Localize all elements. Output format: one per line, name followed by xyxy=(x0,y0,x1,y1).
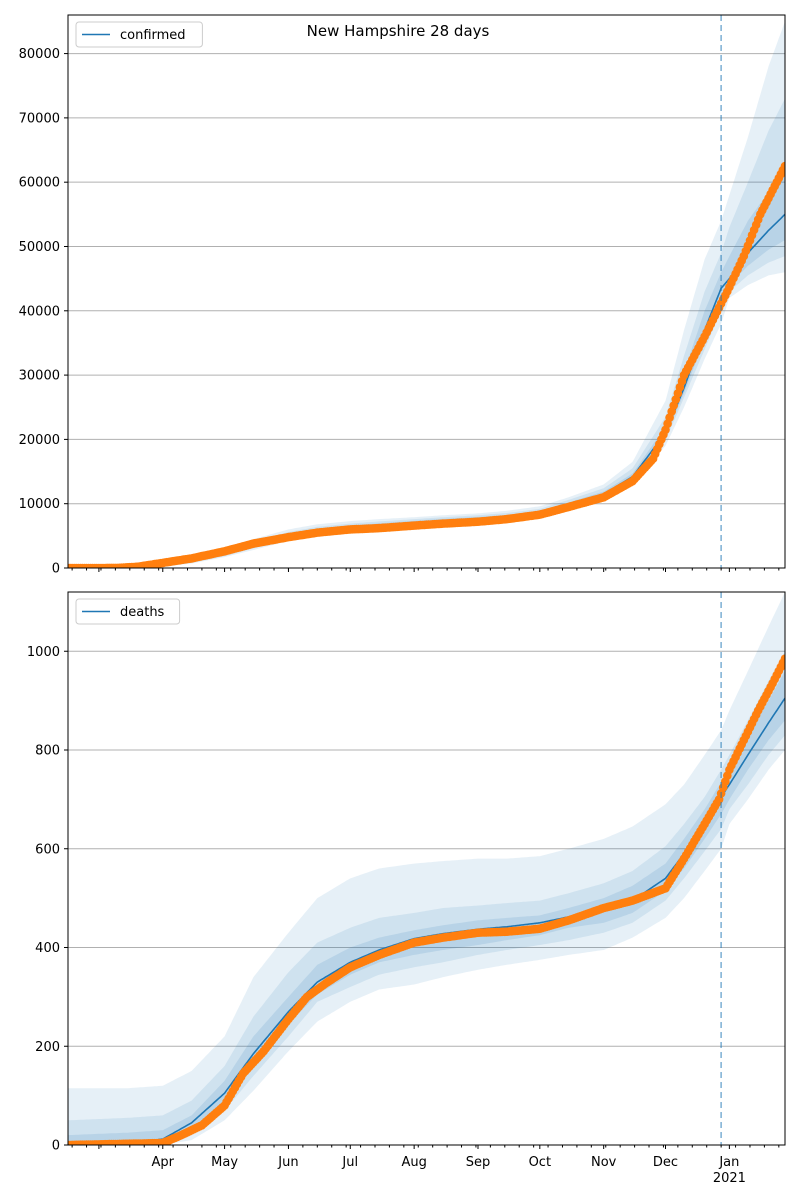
x-tick-label: Oct xyxy=(529,1155,551,1170)
observed-points xyxy=(68,654,785,1145)
x-tick-label: Sep xyxy=(466,1155,491,1170)
observed-point xyxy=(780,654,785,663)
y-tick-label: 600 xyxy=(35,842,60,857)
axes-frame xyxy=(67,14,786,569)
confirmed-panel: 0 10000 20000 30000 40000 50000 60000 70000 8000… xyxy=(19,14,786,577)
x-tick-label: Jan xyxy=(718,1155,739,1170)
y-tick-label: 0 xyxy=(52,562,60,577)
x-tick-label: Jul xyxy=(341,1155,358,1170)
y-tick-label: 40000 xyxy=(19,304,60,319)
legend-box xyxy=(75,21,203,48)
legend: confirmed xyxy=(75,21,203,48)
y-tick-label: 1000 xyxy=(27,645,60,660)
legend-label: deaths xyxy=(120,605,165,620)
axes-frame xyxy=(67,591,786,1146)
y-tick-label: 70000 xyxy=(19,111,60,126)
chart-title: New Hampshire 28 days xyxy=(307,22,490,40)
x-tick-label: May xyxy=(211,1155,238,1170)
y-tick-label: 800 xyxy=(35,744,60,759)
y-tick-label: 200 xyxy=(35,1040,60,1055)
y-tick-label: 80000 xyxy=(19,47,60,62)
y-tick-label: 50000 xyxy=(19,240,60,255)
y-tick-label: 400 xyxy=(35,941,60,956)
x-tick-label: Jun xyxy=(277,1155,298,1170)
x-tick-label: Aug xyxy=(401,1155,426,1170)
observed-points xyxy=(68,161,785,568)
x-tick-label: Dec xyxy=(653,1155,678,1170)
observed-point xyxy=(780,161,785,171)
x-tick-label: Apr xyxy=(152,1155,175,1170)
deaths-panel: 0 200 400 600 800 1000 Apr May Jun Jul Aug Sep Oct No… xyxy=(27,591,786,1186)
y-tick-label: 60000 xyxy=(19,176,60,191)
uncertainty-band xyxy=(68,592,785,1145)
legend: deaths xyxy=(75,598,181,625)
y-tick-label: 30000 xyxy=(19,369,60,384)
y-tick-label: 20000 xyxy=(19,433,60,448)
x-year-label: 2021 xyxy=(713,1171,746,1186)
legend-box xyxy=(75,598,181,625)
y-tick-label: 0 xyxy=(52,1139,60,1154)
y-tick-label: 10000 xyxy=(19,497,60,512)
x-tick-label: Nov xyxy=(591,1155,617,1170)
legend-label: confirmed xyxy=(120,28,186,43)
